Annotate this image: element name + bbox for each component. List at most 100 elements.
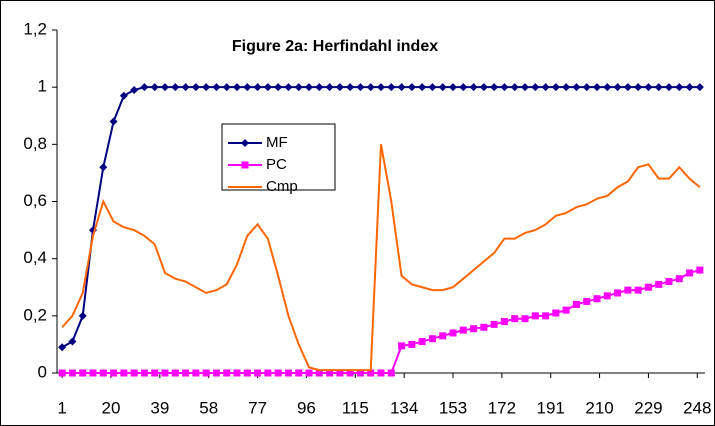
y-tick-label: 0 [38, 362, 47, 381]
point [79, 369, 87, 377]
y-tick-label: 0,4 [23, 248, 47, 267]
point [336, 369, 344, 377]
point [613, 83, 622, 92]
point [449, 329, 457, 337]
point [541, 83, 550, 92]
point [397, 83, 406, 92]
point [284, 83, 293, 92]
x-tick-label: 1 [57, 398, 66, 417]
point [130, 369, 138, 377]
point [665, 278, 673, 286]
point [346, 369, 354, 377]
point [140, 369, 148, 377]
point [68, 369, 76, 377]
point [223, 369, 231, 377]
point [202, 83, 211, 92]
point [583, 298, 591, 306]
chart-title: Figure 2a: Herfindahl index [232, 38, 438, 55]
point [356, 369, 364, 377]
point [346, 83, 355, 92]
point [253, 83, 262, 92]
point [233, 83, 241, 92]
point [99, 163, 108, 172]
point [511, 315, 519, 323]
point [500, 318, 508, 326]
legend-label: MF [266, 134, 288, 151]
point [551, 83, 560, 92]
point [480, 323, 488, 331]
x-tick-label: 58 [199, 398, 218, 417]
y-tick-label: 0,6 [23, 191, 47, 210]
point [459, 326, 467, 334]
legend-marker [241, 139, 249, 147]
point [665, 83, 673, 92]
point [510, 83, 519, 92]
point [110, 369, 118, 377]
point [325, 83, 334, 92]
x-tick-label: 134 [390, 398, 418, 417]
x-tick-label: 77 [248, 398, 267, 417]
point [655, 280, 663, 288]
point [212, 369, 220, 377]
point [78, 311, 87, 320]
point [593, 295, 601, 303]
point [624, 286, 632, 294]
point [623, 83, 632, 92]
point [233, 369, 241, 377]
point [264, 369, 272, 377]
point [634, 286, 642, 294]
legend-label: Cmp [266, 178, 298, 195]
x-tick-label: 210 [585, 398, 613, 417]
point [254, 369, 262, 377]
point [192, 369, 200, 377]
point [181, 83, 190, 92]
point [294, 83, 303, 92]
point [182, 369, 190, 377]
x-tick-label: 191 [537, 398, 565, 417]
point [407, 83, 416, 92]
point [366, 83, 375, 92]
y-tick-label: 0,2 [23, 305, 47, 324]
y-tick-label: 1 [38, 77, 47, 96]
point [377, 83, 385, 92]
point [140, 83, 149, 92]
point [438, 83, 447, 92]
point [377, 369, 385, 377]
x-tick-label: 115 [342, 398, 369, 417]
point [171, 369, 179, 377]
point [490, 320, 498, 328]
point [284, 369, 292, 377]
point [150, 83, 159, 92]
point [398, 342, 406, 350]
point [490, 83, 499, 92]
legend-label: PC [266, 156, 287, 173]
point [335, 83, 344, 92]
x-tick-label: 153 [439, 398, 467, 417]
y-tick-label: 1,2 [23, 19, 47, 38]
point [644, 83, 653, 92]
x-tick-label: 229 [634, 398, 662, 417]
point [263, 83, 272, 92]
point [243, 369, 251, 377]
point [500, 83, 509, 92]
point [634, 83, 643, 92]
point [212, 83, 221, 92]
point [603, 292, 611, 300]
point [644, 283, 652, 291]
point [151, 369, 159, 377]
point [572, 83, 581, 92]
point [686, 269, 694, 277]
legend-box [221, 123, 336, 191]
point [305, 369, 313, 377]
legend-marker [241, 161, 249, 169]
point [449, 83, 457, 92]
x-tick-label: 20 [102, 398, 121, 417]
point [356, 83, 365, 92]
point [675, 83, 684, 92]
point [469, 83, 478, 92]
point [387, 369, 395, 377]
point [58, 369, 66, 377]
y-tick-label: 0,8 [23, 134, 47, 153]
